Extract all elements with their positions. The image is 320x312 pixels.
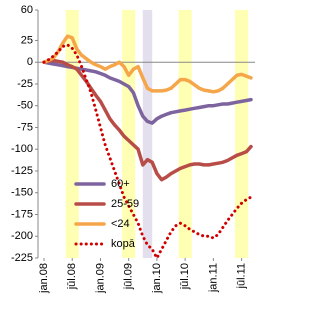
y-tick-label: 0 <box>27 56 33 68</box>
y-tick-label: 60 <box>21 4 33 16</box>
highlight-band <box>142 10 153 258</box>
y-tick-label: -175 <box>11 208 33 220</box>
x-tick-label: jūl.08 <box>66 263 78 290</box>
series-line <box>42 43 253 260</box>
y-tick-label: -25 <box>17 78 33 90</box>
x-tick-label: jūl.11 <box>235 263 247 289</box>
y-tick-label: -100 <box>11 143 33 155</box>
series-line <box>42 58 253 182</box>
y-tick-label: -150 <box>11 187 33 199</box>
x-tick-label: jūl.09 <box>123 263 135 290</box>
summer-band <box>235 10 249 258</box>
y-tick-label: -200 <box>11 230 33 242</box>
legend-label: kopā <box>111 238 136 250</box>
y-tick-label: -225 <box>11 252 33 264</box>
y-tick-label: 25 <box>21 34 33 46</box>
x-tick-label: jan.08 <box>38 263 50 294</box>
x-tick-label: jan.09 <box>94 263 106 294</box>
legend-label: <24 <box>111 218 130 230</box>
legend-label: 60+ <box>111 178 130 190</box>
legend-label: 25-59 <box>111 198 139 210</box>
y-tick-label: -50 <box>17 100 33 112</box>
x-tick-label: jan.11 <box>207 263 219 293</box>
y-tick-label: -75 <box>17 121 33 133</box>
summer-band <box>65 10 79 258</box>
series-line <box>42 34 253 94</box>
chart: 60 25 0 -25 -50 -75 -100 -125 -150 -175 -200 -225 ja… <box>11 4 255 294</box>
summer-band <box>178 10 192 258</box>
x-tick-label: jūl.10 <box>179 263 191 290</box>
x-tick-label: jan.10 <box>151 263 163 294</box>
y-tick-label: -125 <box>11 165 33 177</box>
